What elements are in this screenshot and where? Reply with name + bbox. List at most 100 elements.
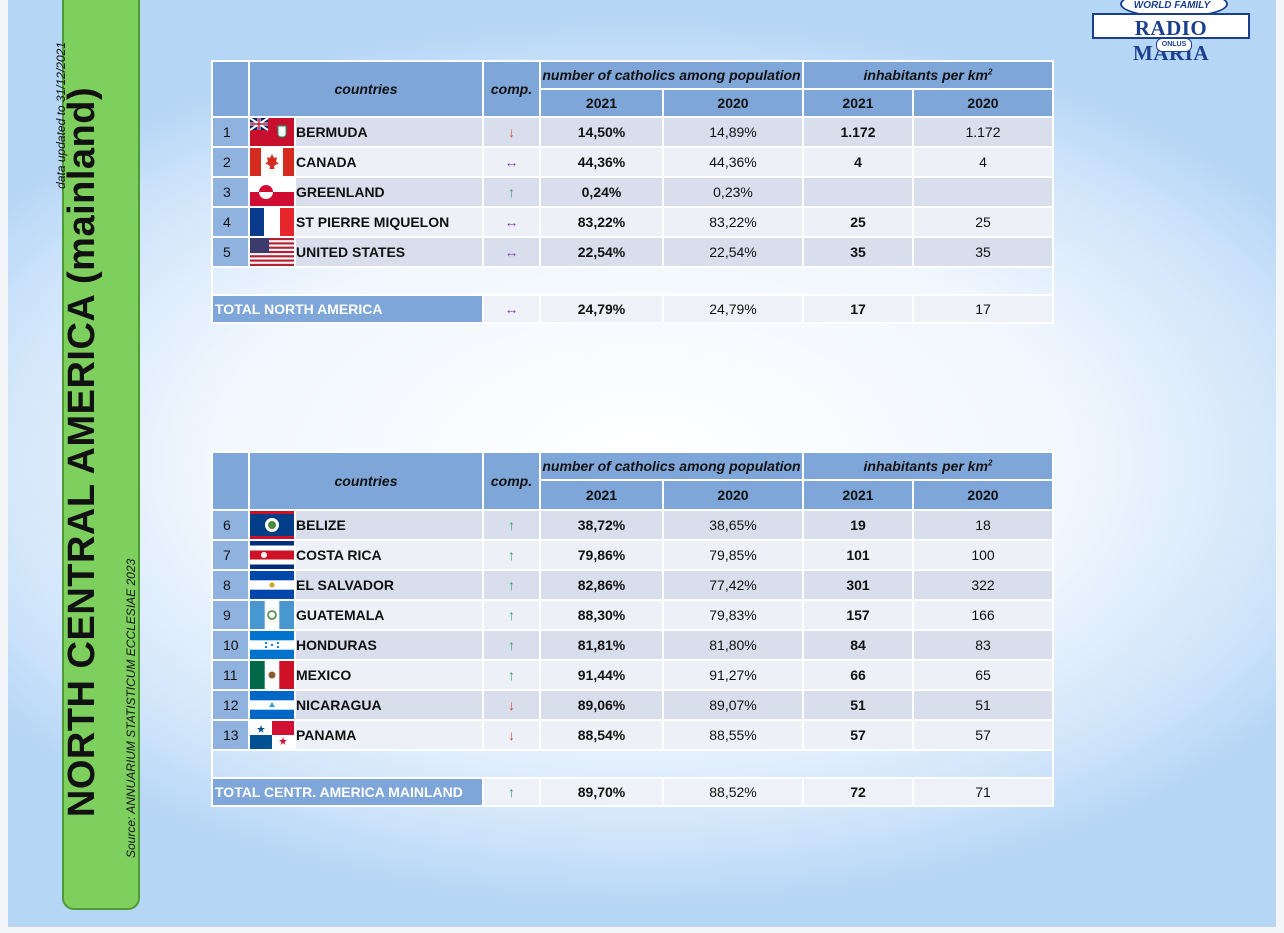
catholics-2021: 91,44% <box>539 659 664 691</box>
catholics-2020: 81,80% <box>662 629 804 661</box>
row-number: 12 <box>211 689 250 721</box>
trend-up-icon: ↑ <box>482 176 541 208</box>
inhabitants-2020: 1.172 <box>912 116 1054 148</box>
row-number: 2 <box>211 146 250 178</box>
catholics-2021: 88,54% <box>539 719 664 751</box>
el-salvador-flag-icon <box>250 571 294 599</box>
catholics-2021: 44,36% <box>539 146 664 178</box>
country-name: CANADA <box>294 146 484 178</box>
trend-up-icon: ↑ <box>482 629 541 661</box>
flag-cell <box>248 629 296 661</box>
catholics-2021: 38,72% <box>539 509 664 541</box>
country-name: PANAMA <box>294 719 484 751</box>
side-text-block: NORTH CENTRAL AMERICA (mainland) Source:… <box>54 2 144 902</box>
inhabitants-2021: 57 <box>802 719 914 751</box>
total-cat-2020: 24,79% <box>662 294 804 324</box>
header-inh-2020: 2020 <box>912 88 1054 118</box>
inhabitants-2021: 66 <box>802 659 914 691</box>
table-row: 4 ST PIERRE MIQUELON ↔ 83,22% 83,22% 25 25 <box>211 206 1054 238</box>
st-pierre-miquelon-flag-icon <box>250 208 294 236</box>
catholics-2020: 91,27% <box>662 659 804 691</box>
flag-cell <box>248 719 296 751</box>
costa-rica-flag-icon <box>250 541 294 569</box>
table-row: 12 NICARAGUA ↓ 89,06% 89,07% 51 51 <box>211 689 1054 721</box>
trend-down-icon: ↓ <box>482 689 541 721</box>
country-name: ST PIERRE MIQUELON <box>294 206 484 238</box>
inhabitants-2021: 84 <box>802 629 914 661</box>
inhabitants-2021: 1.172 <box>802 116 914 148</box>
table-row: 3 GREENLAND ↑ 0,24% 0,23% <box>211 176 1054 208</box>
logo-main-text: RADIO MARIA <box>1133 16 1209 65</box>
trend-up-icon: ↑ <box>482 539 541 571</box>
inhabitants-2021: 157 <box>802 599 914 631</box>
row-number: 3 <box>211 176 250 208</box>
header-catholics: number of catholics among population <box>539 60 804 90</box>
central-america-table: countries comp. number of catholics amon… <box>211 451 1054 807</box>
total-label: TOTAL NORTH AMERICA <box>211 294 484 324</box>
inhabitants-2020: 166 <box>912 599 1054 631</box>
inhabitants-2021: 35 <box>802 236 914 268</box>
country-name: COSTA RICA <box>294 539 484 571</box>
total-trend-icon: ↔ <box>482 294 541 324</box>
country-name: BERMUDA <box>294 116 484 148</box>
flag-cell <box>248 176 296 208</box>
catholics-2021: 79,86% <box>539 539 664 571</box>
table-row: 1 BERMUDA ↓ 14,50% 14,89% 1.172 1.172 <box>211 116 1054 148</box>
table-row: 6 BELIZE ↑ 38,72% 38,65% 19 18 <box>211 509 1054 541</box>
header-catholics: number of catholics among population <box>539 451 804 481</box>
trend-up-icon: ↑ <box>482 599 541 631</box>
catholics-2020: 88,55% <box>662 719 804 751</box>
inhabitants-2020: 100 <box>912 539 1054 571</box>
header-inh-2020: 2020 <box>912 479 1054 511</box>
row-number: 9 <box>211 599 250 631</box>
inhabitants-2021: 25 <box>802 206 914 238</box>
header-inhabitants: inhabitants per km2 <box>802 451 1054 481</box>
united-states-flag-icon <box>250 238 294 266</box>
country-name: HONDURAS <box>294 629 484 661</box>
catholics-2021: 81,81% <box>539 629 664 661</box>
greenland-flag-icon <box>250 178 294 206</box>
country-name: MEXICO <box>294 659 484 691</box>
inhabitants-2020: 4 <box>912 146 1054 178</box>
inhabitants-2020: 57 <box>912 719 1054 751</box>
catholics-2021: 88,30% <box>539 599 664 631</box>
row-number: 4 <box>211 206 250 238</box>
table-row: 2 CANADA ↔ 44,36% 44,36% 4 4 <box>211 146 1054 178</box>
trend-down-icon: ↓ <box>482 719 541 751</box>
trend-same-icon: ↔ <box>482 206 541 238</box>
panama-flag-icon <box>250 721 294 749</box>
row-number: 1 <box>211 116 250 148</box>
north-america-table: countries comp. number of catholics amon… <box>211 60 1054 324</box>
header-cat-2020: 2020 <box>662 88 804 118</box>
row-number: 10 <box>211 629 250 661</box>
header-countries: countries <box>248 451 484 511</box>
inhabitants-2021: 4 <box>802 146 914 178</box>
header-cat-2020: 2020 <box>662 479 804 511</box>
catholics-2021: 83,22% <box>539 206 664 238</box>
flag-cell <box>248 116 296 148</box>
inhabitants-2020 <box>912 176 1054 208</box>
honduras-flag-icon <box>250 631 294 659</box>
inhabitants-2021: 301 <box>802 569 914 601</box>
table-row: 7 COSTA RICA ↑ 79,86% 79,85% 101 100 <box>211 539 1054 571</box>
catholics-2021: 82,86% <box>539 569 664 601</box>
header-comp: comp. <box>482 451 541 511</box>
catholics-2021: 0,24% <box>539 176 664 208</box>
catholics-2021: 22,54% <box>539 236 664 268</box>
total-inh-2020: 71 <box>912 777 1054 807</box>
inhabitants-2020: 25 <box>912 206 1054 238</box>
data-updated-note: data updated to 31/12/2021 <box>54 42 68 189</box>
mexico-flag-icon <box>250 661 294 689</box>
total-trend-icon: ↑ <box>482 777 541 807</box>
total-cat-2021: 89,70% <box>539 777 664 807</box>
inhabitants-2021: 51 <box>802 689 914 721</box>
catholics-2020: 44,36% <box>662 146 804 178</box>
total-inh-2020: 17 <box>912 294 1054 324</box>
catholics-2020: 79,85% <box>662 539 804 571</box>
header-num <box>211 451 250 511</box>
catholics-2020: 0,23% <box>662 176 804 208</box>
header-inh-2021: 2021 <box>802 88 914 118</box>
total-cat-2021: 24,79% <box>539 294 664 324</box>
country-name: EL SALVADOR <box>294 569 484 601</box>
catholics-2020: 83,22% <box>662 206 804 238</box>
